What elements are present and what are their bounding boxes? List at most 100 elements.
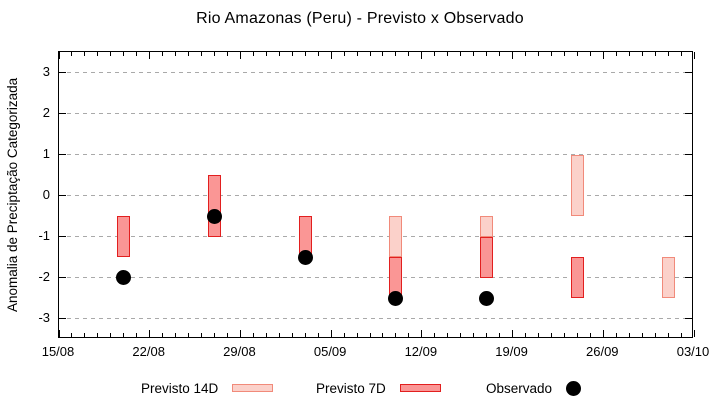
observado-dot — [207, 208, 222, 224]
previsto-7d-bar — [570, 257, 584, 298]
x-tick — [226, 333, 228, 337]
x-tick — [162, 52, 164, 56]
x-tick — [175, 333, 177, 337]
x-tick — [214, 52, 215, 56]
x-tick — [499, 333, 501, 337]
x-tick — [602, 52, 604, 59]
x-tick-label: 15/08 — [41, 344, 75, 359]
x-tick — [537, 52, 539, 56]
y-tick — [59, 154, 66, 155]
x-tick — [447, 52, 449, 56]
previsto-14d-bar — [389, 216, 403, 257]
x-tick — [278, 52, 280, 56]
x-tick — [317, 52, 319, 56]
x-tick — [615, 333, 617, 337]
x-tick — [680, 52, 682, 56]
x-tick — [149, 52, 151, 59]
observado-dot-icon — [566, 380, 582, 396]
x-tick-label: 12/09 — [404, 344, 438, 359]
x-tick — [84, 52, 86, 56]
x-tick — [641, 52, 643, 56]
x-tick — [473, 52, 475, 56]
x-tick — [252, 333, 254, 337]
x-tick — [654, 333, 656, 337]
x-tick — [512, 52, 514, 59]
legend-item-previsto-7d: Previsto 7D — [316, 377, 441, 399]
plot-area — [58, 51, 695, 338]
legend-label-observado: Observado — [486, 380, 553, 396]
y-tick — [685, 195, 692, 196]
x-tick — [304, 52, 306, 56]
x-tick — [499, 52, 501, 56]
x-tick — [84, 333, 86, 337]
y-tick — [59, 236, 66, 237]
x-tick-label: 19/09 — [495, 344, 528, 359]
x-tick — [369, 52, 371, 56]
x-tick — [291, 333, 293, 337]
x-tick — [460, 52, 462, 56]
x-tick — [382, 52, 384, 56]
x-tick — [589, 333, 591, 337]
x-tick — [162, 333, 164, 337]
x-tick — [149, 330, 151, 337]
x-tick — [71, 52, 73, 56]
x-tick — [136, 52, 138, 56]
observado-dot — [297, 249, 313, 265]
x-tick — [550, 52, 552, 56]
x-tick — [693, 330, 695, 337]
x-tick — [434, 52, 436, 56]
x-tick — [175, 52, 177, 56]
x-tick — [550, 333, 552, 337]
x-tick — [395, 333, 397, 337]
x-tick — [369, 333, 371, 337]
x-tick — [239, 52, 241, 59]
x-tick — [278, 333, 280, 337]
x-tick — [628, 52, 630, 56]
x-tick — [97, 333, 99, 337]
x-tick — [239, 330, 241, 337]
grid-line — [59, 318, 692, 319]
x-tick — [654, 52, 656, 56]
grid-line — [59, 236, 692, 237]
x-tick — [525, 333, 527, 337]
x-tick — [395, 52, 397, 56]
previsto-14d-bar — [480, 216, 494, 237]
grid-line — [59, 195, 692, 196]
x-tick — [576, 333, 578, 337]
x-tick — [537, 333, 539, 337]
y-tick-label: 1 — [42, 145, 50, 161]
y-tick-label: 2 — [42, 104, 50, 120]
x-tick — [576, 52, 578, 56]
x-tick — [226, 52, 228, 56]
y-tick — [685, 154, 692, 155]
observado-dot — [479, 290, 495, 306]
x-tick — [512, 330, 514, 337]
x-tick — [641, 333, 643, 337]
previsto-14d-swatch-icon — [232, 384, 274, 392]
x-tick — [693, 52, 695, 59]
y-tick — [59, 72, 66, 73]
x-tick — [382, 333, 384, 337]
previsto-7d-swatch-icon — [399, 384, 441, 392]
x-tick — [434, 333, 436, 337]
previsto-7d-bar — [208, 175, 221, 237]
x-tick-label: 26/09 — [586, 344, 619, 359]
x-tick — [304, 333, 306, 337]
x-tick — [615, 52, 617, 56]
x-tick — [330, 330, 332, 337]
legend-item-previsto-14d: Previsto 14D — [141, 377, 274, 399]
y-tick — [59, 277, 66, 278]
x-tick — [201, 52, 203, 56]
x-tick — [201, 333, 203, 337]
x-tick — [525, 52, 527, 56]
x-tick — [473, 333, 475, 337]
y-tick-label: -2 — [38, 268, 50, 284]
legend-item-observado: Observado — [486, 377, 582, 399]
x-tick — [589, 52, 591, 56]
grid-line — [59, 154, 692, 155]
x-tick — [486, 333, 488, 337]
x-tick — [330, 52, 332, 59]
x-tick — [188, 333, 190, 337]
x-tick — [667, 333, 669, 337]
